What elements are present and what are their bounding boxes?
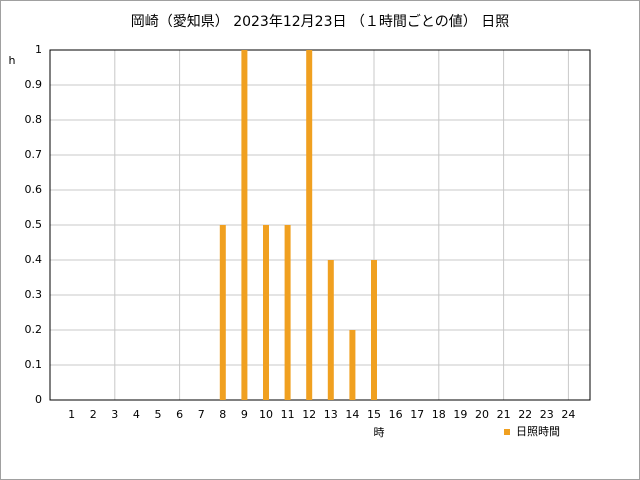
- y-tick-label: 1: [35, 43, 42, 56]
- x-tick-label: 10: [259, 408, 273, 421]
- x-tick-label: 8: [219, 408, 226, 421]
- x-tick-label: 7: [198, 408, 205, 421]
- bar: [349, 330, 356, 400]
- y-tick-label: 0.6: [25, 183, 43, 196]
- x-axis-label: 時: [374, 426, 385, 439]
- y-tick-label: 0.3: [25, 288, 43, 301]
- x-tick-label: 14: [345, 408, 359, 421]
- x-tick-label: 11: [281, 408, 295, 421]
- y-tick-label: 0.7: [25, 148, 43, 161]
- y-tick-label: 0: [35, 393, 42, 406]
- y-tick-label: 0.9: [25, 78, 43, 91]
- bar: [371, 260, 377, 400]
- chart-title: 岡崎（愛知県） 2023年12月23日 （１時間ごとの値） 日照: [131, 13, 509, 30]
- x-tick-label: 12: [302, 408, 316, 421]
- x-tick-label: 13: [324, 408, 338, 421]
- x-tick-label: 21: [497, 408, 511, 421]
- x-tick-label: 23: [540, 408, 554, 421]
- legend-label: 日照時間: [516, 425, 560, 438]
- x-tick-label: 16: [389, 408, 403, 421]
- y-tick-label: 0.2: [25, 323, 43, 336]
- y-tick-label: 0.8: [25, 113, 43, 126]
- bar: [263, 225, 269, 400]
- bar: [219, 225, 226, 400]
- x-tick-label: 17: [410, 408, 424, 421]
- y-tick-label: 0.5: [25, 218, 43, 231]
- plot-area: [49, 49, 591, 401]
- x-tick-label: 24: [561, 408, 575, 421]
- x-tick-label: 3: [111, 408, 118, 421]
- x-tick-label: 18: [432, 408, 446, 421]
- y-axis-label: h: [9, 54, 16, 67]
- legend-swatch: [504, 429, 510, 435]
- x-tick-label: 6: [176, 408, 183, 421]
- y-tick-label: 0.4: [25, 253, 43, 266]
- x-tick-label: 5: [155, 408, 162, 421]
- bar: [284, 225, 291, 400]
- x-tick-label: 1: [68, 408, 75, 421]
- bar: [241, 50, 248, 400]
- x-tick-label: 20: [475, 408, 489, 421]
- x-tick-label: 15: [367, 408, 381, 421]
- x-tick-label: 22: [518, 408, 532, 421]
- bar: [327, 260, 334, 400]
- x-tick-label: 19: [453, 408, 467, 421]
- bar: [306, 50, 313, 400]
- x-tick-label: 2: [90, 408, 97, 421]
- x-tick-label: 4: [133, 408, 140, 421]
- y-tick-label: 0.1: [25, 358, 43, 371]
- x-tick-label: 9: [241, 408, 248, 421]
